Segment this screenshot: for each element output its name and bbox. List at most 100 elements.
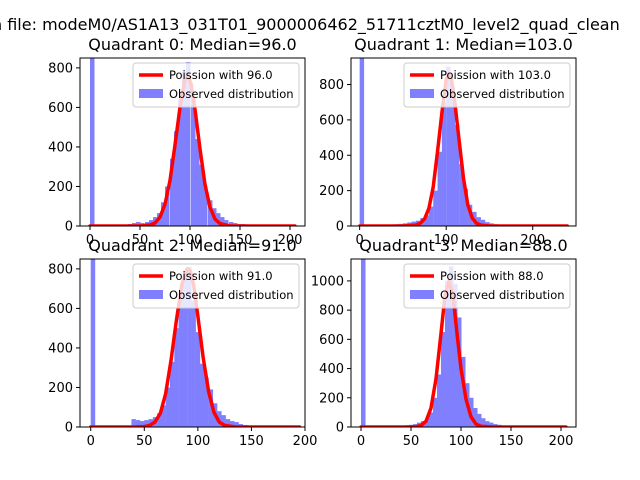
axes-frame <box>350 258 577 428</box>
x-tick-label: 50 <box>136 434 153 449</box>
histogram-bar <box>433 397 438 427</box>
histogram-bar <box>485 421 490 427</box>
x-tick-label: 0 <box>357 434 365 449</box>
plot-area-0 <box>88 58 297 226</box>
histogram-bar <box>473 408 478 427</box>
legend-fit-label: Poission with 103.0 <box>440 68 551 82</box>
histogram-bar <box>204 377 209 427</box>
x-tick-label: 50 <box>403 434 420 449</box>
y-tick-label: 400 <box>48 341 73 356</box>
figure-suptitle: n file: modeM0/AS1A13_031T01_9000006462_… <box>0 15 620 35</box>
x-tick-label: 0 <box>87 434 95 449</box>
histogram-bar <box>161 202 166 226</box>
y-tick-label: 600 <box>48 101 73 116</box>
histogram-bar <box>182 270 188 427</box>
legend-box <box>403 62 571 108</box>
y-tick-label: 800 <box>319 304 344 319</box>
histogram-bar <box>476 217 481 226</box>
y-tick-label: 200 <box>319 184 344 199</box>
histogram-bar <box>208 200 213 226</box>
histogram-bar <box>453 283 458 427</box>
y-tick-label: 800 <box>48 262 73 277</box>
x-tick-label: 0 <box>86 233 94 248</box>
histogram-bar <box>165 387 171 427</box>
y-tick-label: 600 <box>319 333 344 348</box>
histogram-bar <box>441 102 447 226</box>
histogram-bar <box>454 125 460 226</box>
subplot-title: Quadrant 2: Median=91.0 <box>88 236 296 255</box>
x-tick-label: 200 <box>549 434 574 449</box>
legend-hist-label: Observed distribution <box>169 87 294 101</box>
subplot-2: 0 50 100 150 200 0 200 400 600 800 Poission with 9… <box>48 236 317 449</box>
legend-box <box>132 62 300 108</box>
subplot-title: Quadrant 1: Median=103.0 <box>354 35 573 54</box>
subplot-1: 0 100 200 0 200 400 600 800 Poission with 103.0 O… <box>319 35 577 248</box>
x-tick-label: 150 <box>239 434 264 449</box>
legend: Poission with 91.0 Observed distribution <box>132 263 300 309</box>
histogram-bar <box>225 419 231 427</box>
histogram-bar <box>446 66 451 226</box>
legend: Poission with 88.0 Observed distribution <box>403 263 571 309</box>
y-tick-label: 600 <box>319 113 344 128</box>
axes-frame <box>79 57 306 227</box>
y-tick-label: 200 <box>48 381 73 396</box>
y-tick-label: 800 <box>48 61 73 76</box>
histogram-bar <box>441 332 446 427</box>
histogram-bar <box>477 413 482 427</box>
histogram-bar <box>136 222 141 226</box>
histogram-bar <box>178 292 184 427</box>
legend-hist-label: Observed distribution <box>440 87 565 101</box>
histogram-bar <box>445 280 450 427</box>
histogram-bar <box>203 186 208 226</box>
histogram-bar <box>433 190 438 226</box>
x-tick-label: 100 <box>185 434 210 449</box>
histogram-bar <box>170 158 175 226</box>
legend-hist-label: Observed distribution <box>440 288 565 302</box>
histogram-bar <box>191 97 196 226</box>
x-tick-label: 200 <box>293 434 318 449</box>
histogram-bar <box>186 61 191 226</box>
axes-frame <box>350 57 577 227</box>
histogram-bar <box>229 222 234 226</box>
histogram-bar <box>359 58 365 226</box>
histogram-bar <box>144 420 149 427</box>
legend-fit-label: Poission with 96.0 <box>169 68 273 82</box>
legend: Poission with 96.0 Observed distribution <box>132 62 300 108</box>
axes-frame <box>79 258 306 428</box>
y-tick-label: 1000 <box>311 274 344 289</box>
histogram-bar <box>481 418 486 427</box>
subplot-0: 0 50 100 150 200 0 200 400 600 800 Poission with 9… <box>48 35 306 248</box>
plot-area-1 <box>357 58 570 226</box>
histogram-bar <box>437 151 442 226</box>
histogram-bar <box>200 363 205 427</box>
y-tick-label: 0 <box>336 421 344 436</box>
histogram-bar <box>221 415 226 427</box>
histogram-bar <box>449 266 454 427</box>
histogram-bar <box>161 405 166 427</box>
histogram-bar <box>140 421 145 427</box>
subplot-title: Quadrant 3: Median=88.0 <box>359 236 567 255</box>
x-tick-label: 0 <box>356 233 364 248</box>
histogram-bar <box>182 71 187 226</box>
y-tick-label: 0 <box>65 220 73 235</box>
histogram-bar <box>463 188 468 226</box>
x-tick-label: 150 <box>499 434 524 449</box>
y-tick-label: 0 <box>65 421 73 436</box>
y-tick-label: 200 <box>48 180 73 195</box>
histogram-bar <box>230 421 235 427</box>
legend-fit-label: Poission with 88.0 <box>440 269 544 283</box>
histogram-bar <box>195 332 201 427</box>
histogram-bar <box>170 361 175 427</box>
y-tick-label: 600 <box>48 302 73 317</box>
histogram-bar <box>361 259 366 427</box>
histogram-bar <box>234 422 239 427</box>
histogram-bar <box>165 186 170 226</box>
legend-hist-swatch <box>139 290 163 299</box>
x-tick-label: 200 <box>520 233 545 248</box>
legend-box <box>132 263 300 309</box>
histogram-bar <box>191 300 196 427</box>
legend-hist-swatch <box>410 290 434 299</box>
histogram-bar <box>90 58 95 226</box>
